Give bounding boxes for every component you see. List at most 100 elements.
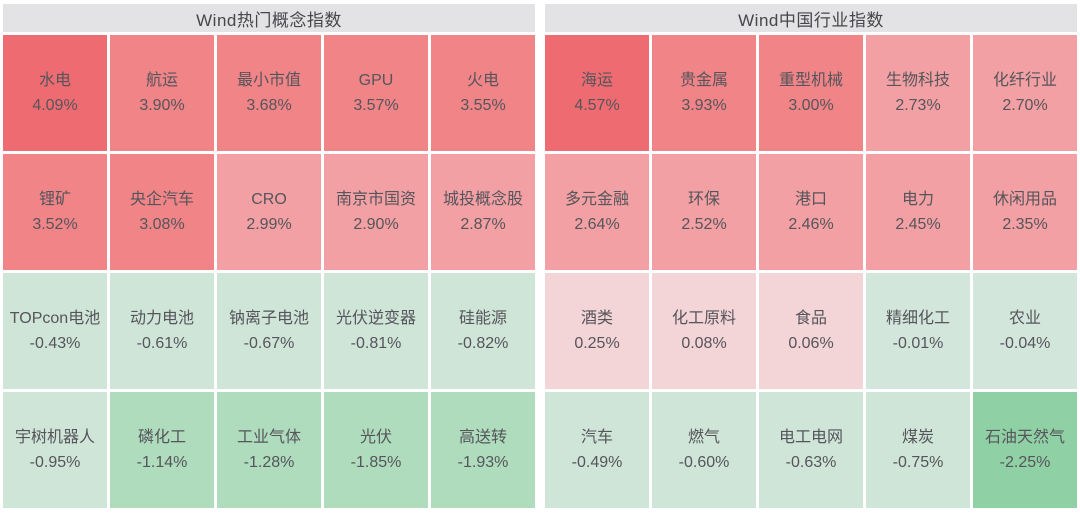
- heatmap-cell[interactable]: 酒类 0.25%: [545, 273, 649, 389]
- index-change-value: 2.99%: [246, 215, 292, 233]
- index-change-value: -0.60%: [678, 453, 730, 471]
- heatmap-cell[interactable]: 海运 4.57%: [545, 35, 649, 151]
- index-change-value: 2.90%: [353, 215, 399, 233]
- heatmap-cell[interactable]: 光伏逆变器 -0.81%: [324, 273, 428, 389]
- heatmap-cell[interactable]: 光伏 -1.85%: [324, 392, 428, 508]
- index-change-value: 3.68%: [246, 96, 292, 114]
- index-name: 光伏: [359, 428, 392, 446]
- heatmap-cell[interactable]: 南京市国资 2.90%: [324, 154, 428, 270]
- section-china-industry-indices: Wind中国行业指数 海运 4.57% 贵金属 3.93% 重型机械 3.00% 生物科技 2…: [545, 4, 1077, 508]
- index-change-value: 4.57%: [574, 96, 620, 114]
- heatmap-grid-hot-concept: 水电 4.09% 航运 3.90% 最小市值 3.68% GPU 3.57% 火电 3.55% 锂矿…: [3, 35, 535, 508]
- index-change-value: 0.25%: [574, 334, 620, 352]
- heatmap-cell[interactable]: 最小市值 3.68%: [217, 35, 321, 151]
- index-change-value: 2.70%: [1002, 96, 1048, 114]
- index-name: 港口: [794, 190, 827, 208]
- index-change-value: 2.64%: [574, 215, 620, 233]
- index-name: 多元金融: [564, 190, 629, 208]
- index-name: TOPcon电池: [9, 309, 101, 327]
- index-name: 燃气: [687, 428, 720, 446]
- heatmap-cell[interactable]: 动力电池 -0.61%: [110, 273, 214, 389]
- heatmap-cell[interactable]: 磷化工 -1.14%: [110, 392, 214, 508]
- index-change-value: 0.08%: [681, 334, 727, 352]
- heatmap-cell[interactable]: 化工原料 0.08%: [652, 273, 756, 389]
- heatmap-cell[interactable]: 硅能源 -0.82%: [431, 273, 535, 389]
- heatmap-cell[interactable]: 农业 -0.04%: [973, 273, 1077, 389]
- index-change-value: -0.63%: [785, 453, 837, 471]
- heatmap-cell[interactable]: 燃气 -0.60%: [652, 392, 756, 508]
- index-name: 最小市值: [236, 71, 301, 89]
- index-change-value: 2.46%: [788, 215, 834, 233]
- index-name: 化工原料: [671, 309, 736, 327]
- heatmap-cell[interactable]: 贵金属 3.93%: [652, 35, 756, 151]
- heatmap-cell[interactable]: 央企汽车 3.08%: [110, 154, 214, 270]
- index-name: 化纤行业: [992, 71, 1057, 89]
- index-name: 生物科技: [885, 71, 950, 89]
- heatmap-cell[interactable]: 汽车 -0.49%: [545, 392, 649, 508]
- index-change-value: 2.73%: [895, 96, 941, 114]
- index-name: 酒类: [580, 309, 613, 327]
- index-name: 磷化工: [137, 428, 186, 446]
- index-name: 光伏逆变器: [335, 309, 416, 327]
- index-name: 环保: [687, 190, 720, 208]
- index-change-value: 0.06%: [788, 334, 834, 352]
- index-change-value: -0.61%: [136, 334, 188, 352]
- heatmap-cell[interactable]: 城投概念股 2.87%: [431, 154, 535, 270]
- heatmap-cell[interactable]: 港口 2.46%: [759, 154, 863, 270]
- index-change-value: 2.45%: [895, 215, 941, 233]
- index-name: 重型机械: [778, 71, 843, 89]
- index-change-value: -1.14%: [136, 453, 188, 471]
- heatmap-cell[interactable]: 重型机械 3.00%: [759, 35, 863, 151]
- heatmap-cell[interactable]: 化纤行业 2.70%: [973, 35, 1077, 151]
- index-name: 工业气体: [236, 428, 301, 446]
- heatmap-cell[interactable]: 环保 2.52%: [652, 154, 756, 270]
- heatmap-cell[interactable]: 休闲用品 2.35%: [973, 154, 1077, 270]
- index-change-value: 3.90%: [139, 96, 185, 114]
- index-change-value: -0.49%: [571, 453, 623, 471]
- heatmap-cell[interactable]: 多元金融 2.64%: [545, 154, 649, 270]
- index-change-value: 3.55%: [460, 96, 506, 114]
- heatmap-cell[interactable]: 航运 3.90%: [110, 35, 214, 151]
- heatmap-cell[interactable]: 钠离子电池 -0.67%: [217, 273, 321, 389]
- index-name: 电力: [901, 190, 934, 208]
- heatmap-cell[interactable]: 工业气体 -1.28%: [217, 392, 321, 508]
- heatmap-cell[interactable]: 宇树机器人 -0.95%: [3, 392, 107, 508]
- heatmap-cell[interactable]: 煤炭 -0.75%: [866, 392, 970, 508]
- heatmap-cell[interactable]: 石油天然气 -2.25%: [973, 392, 1077, 508]
- heatmap-cell[interactable]: 火电 3.55%: [431, 35, 535, 151]
- index-change-value: -0.95%: [29, 453, 81, 471]
- index-name: 动力电池: [129, 309, 194, 327]
- heatmap-cell[interactable]: CRO 2.99%: [217, 154, 321, 270]
- index-change-value: 3.93%: [681, 96, 727, 114]
- index-change-value: 2.87%: [460, 215, 506, 233]
- index-name: 宇树机器人: [14, 428, 95, 446]
- heatmap-cell[interactable]: 水电 4.09%: [3, 35, 107, 151]
- heatmap-cell[interactable]: 生物科技 2.73%: [866, 35, 970, 151]
- heatmap-cell[interactable]: 食品 0.06%: [759, 273, 863, 389]
- index-change-value: 3.52%: [32, 215, 78, 233]
- index-name: 火电: [466, 71, 499, 89]
- index-name: 精细化工: [885, 309, 950, 327]
- index-change-value: -1.28%: [243, 453, 295, 471]
- index-name: 城投概念股: [442, 190, 523, 208]
- heatmap-cell[interactable]: 精细化工 -0.01%: [866, 273, 970, 389]
- index-name: 水电: [38, 71, 71, 89]
- index-change-value: -0.82%: [457, 334, 509, 352]
- heatmap-cell[interactable]: 高送转 -1.93%: [431, 392, 535, 508]
- index-change-value: -0.67%: [243, 334, 295, 352]
- index-name: 硅能源: [458, 309, 507, 327]
- heatmap-cell[interactable]: TOPcon电池 -0.43%: [3, 273, 107, 389]
- index-change-value: -0.04%: [999, 334, 1051, 352]
- index-name: 航运: [145, 71, 178, 89]
- index-name: 南京市国资: [335, 190, 416, 208]
- index-name: 钠离子电池: [228, 309, 309, 327]
- heatmap-cell[interactable]: 电力 2.45%: [866, 154, 970, 270]
- index-name: 锂矿: [38, 190, 71, 208]
- index-change-value: 3.08%: [139, 215, 185, 233]
- index-name: 食品: [794, 309, 827, 327]
- heatmap-cell[interactable]: GPU 3.57%: [324, 35, 428, 151]
- section-title-china-industry: Wind中国行业指数: [545, 4, 1077, 32]
- heatmap-cell[interactable]: 锂矿 3.52%: [3, 154, 107, 270]
- heatmap-cell[interactable]: 电工电网 -0.63%: [759, 392, 863, 508]
